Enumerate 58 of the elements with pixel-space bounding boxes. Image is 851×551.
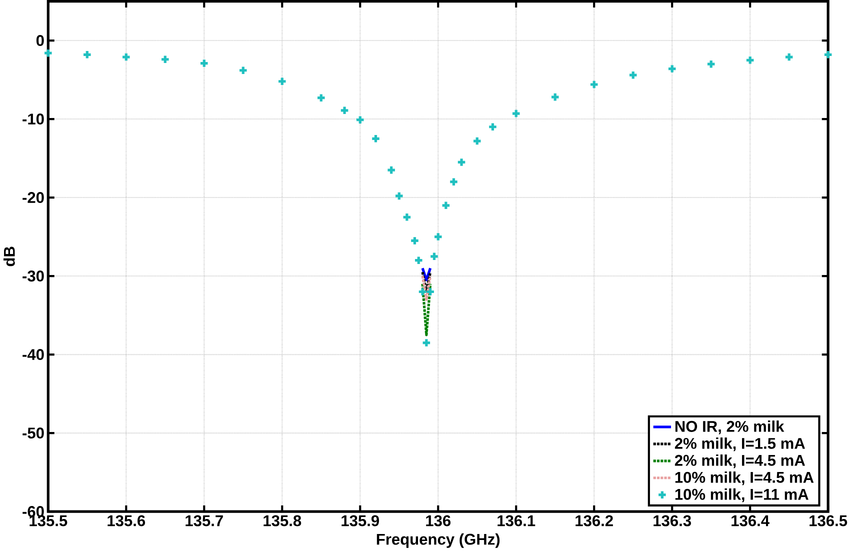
point [550, 92, 560, 102]
point [456, 157, 466, 167]
point [121, 52, 132, 62]
x-tick-label: 135.8 [264, 515, 302, 526]
point [277, 76, 288, 86]
point [425, 286, 436, 297]
point [745, 55, 756, 65]
point [410, 236, 420, 246]
y-axis-title: dB [3, 246, 15, 266]
legend-label: NO IR, 2% milk [675, 420, 784, 434]
point [823, 50, 834, 60]
x-tick-label: 135.9 [342, 515, 380, 526]
point [355, 114, 366, 125]
point [160, 54, 170, 64]
x-tick-label: 135.5 [30, 515, 68, 526]
point [448, 176, 459, 187]
legend-label: 2% milk, I=1.5 mA [674, 437, 805, 452]
point [706, 59, 716, 69]
y-tick-label: -10 [22, 113, 44, 124]
y-tick-label: -50 [22, 427, 44, 438]
y-tick-label: -20 [22, 192, 44, 203]
x-tick-label: 136.4 [732, 515, 770, 526]
y-tick-label: -30 [22, 270, 44, 282]
legend-label: 10% milk, I=4.5 mA [675, 471, 814, 485]
x-tick-label: 135.7 [186, 515, 223, 526]
point [440, 200, 451, 210]
point [199, 58, 210, 68]
x-tick-label: 136.5 [810, 515, 848, 526]
point [488, 122, 498, 132]
x-tick-label: 136.3 [654, 515, 691, 526]
point [238, 65, 248, 76]
x-tick-label: 135.6 [108, 515, 146, 526]
point [386, 164, 396, 175]
point [429, 251, 440, 262]
point [784, 52, 794, 62]
point [370, 134, 381, 144]
x-tick-label: 136.1 [498, 515, 536, 526]
point [418, 286, 428, 297]
point [511, 108, 522, 118]
point [394, 190, 404, 201]
point [316, 92, 326, 103]
point [589, 79, 600, 90]
point [433, 232, 444, 242]
y-tick-label: -40 [22, 348, 44, 360]
point [43, 48, 54, 58]
point [340, 105, 350, 116]
legend-label: 10% milk, I=11 mA [675, 488, 808, 502]
x-tick-label: 136.2 [576, 515, 613, 526]
point [421, 338, 432, 348]
point [82, 50, 92, 60]
x-tick-label: 136 [426, 515, 451, 526]
point [414, 255, 424, 266]
y-tick-label: 0 [36, 34, 44, 46]
x-axis-title: Frequency (GHz) [376, 533, 500, 548]
point [667, 64, 678, 74]
point [402, 212, 412, 222]
legend-label: 2% milk, I=4.5 mA [674, 454, 805, 468]
point [472, 136, 482, 146]
